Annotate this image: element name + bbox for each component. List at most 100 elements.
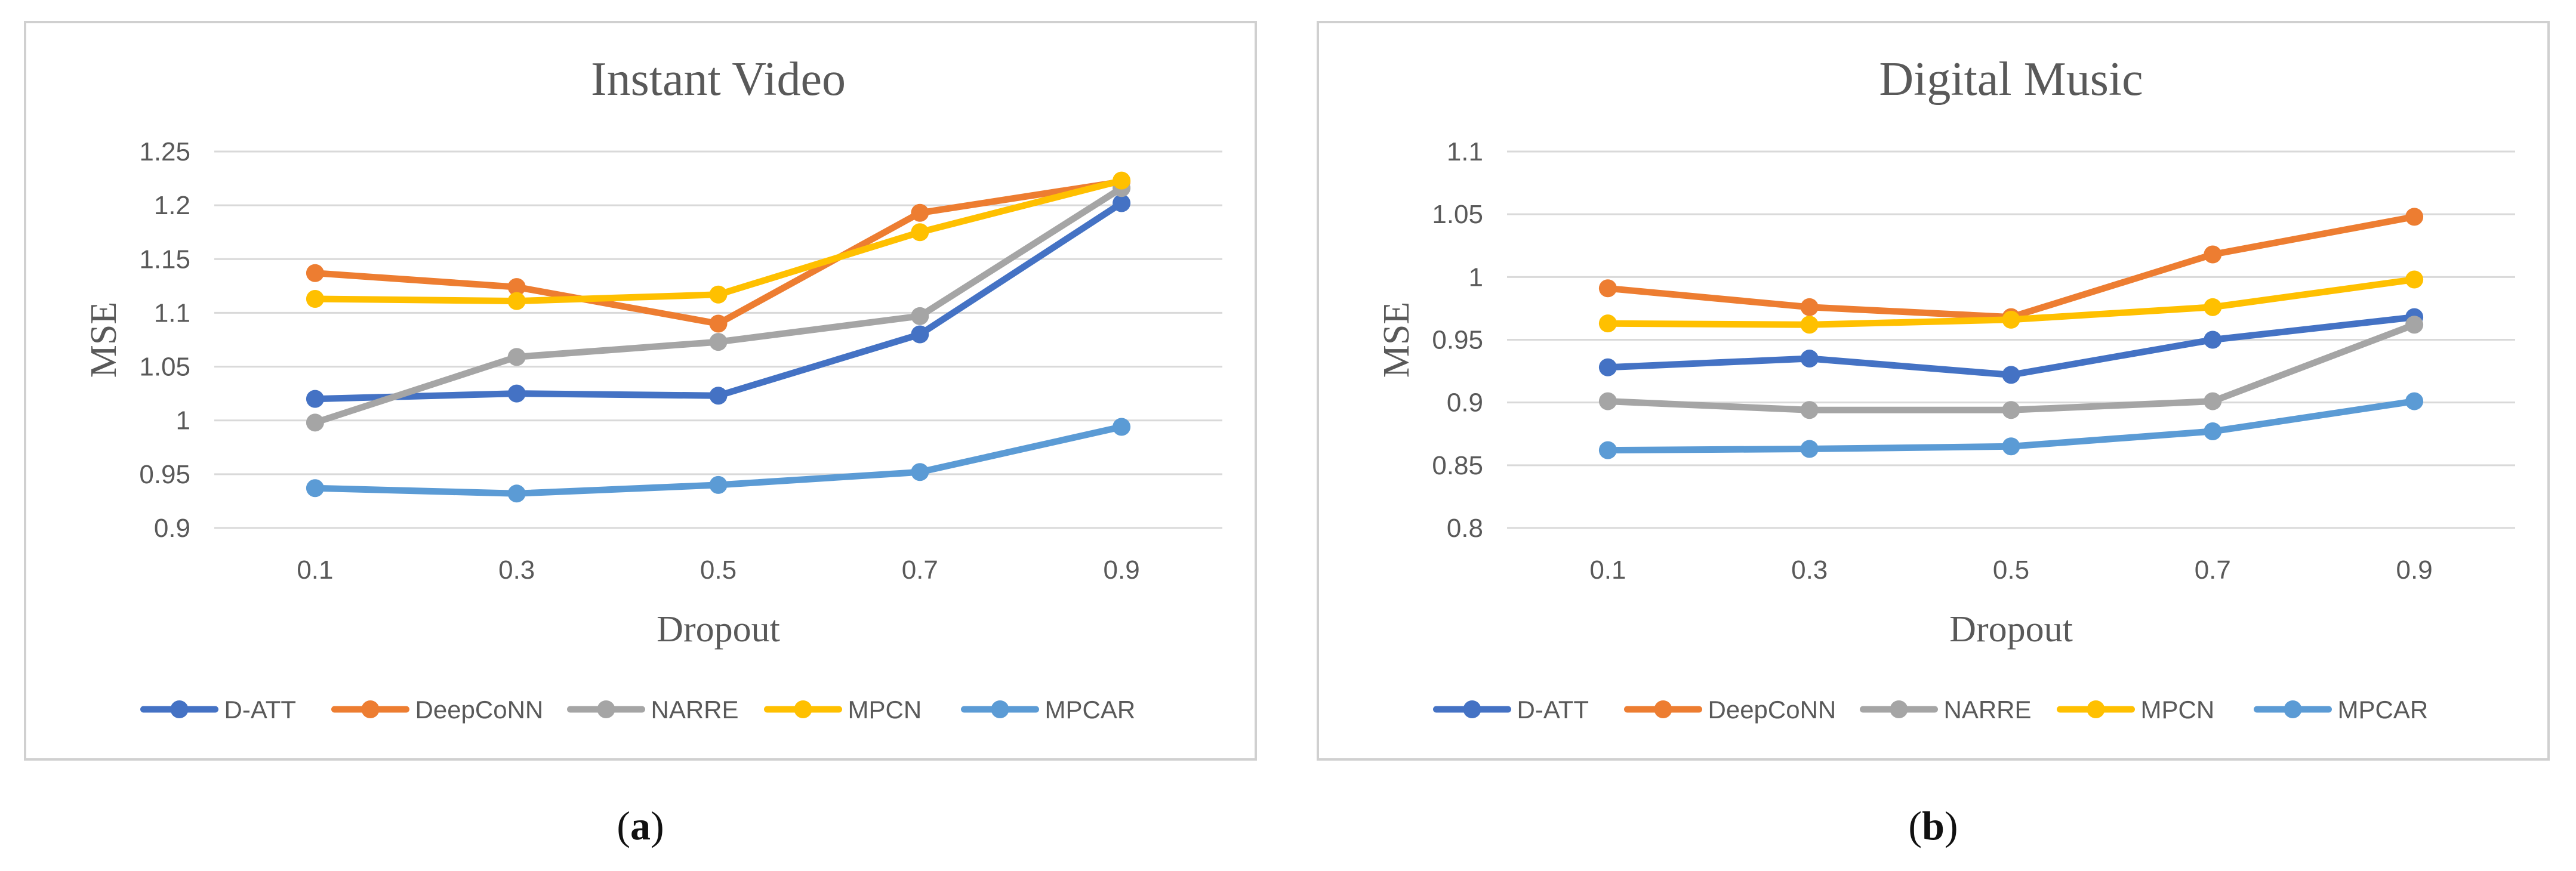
legend-swatch-marker-deepconn (361, 700, 380, 718)
data-point-d-att-0-9 (1113, 194, 1131, 212)
data-point-deepconn-0-5 (709, 314, 728, 333)
x-tick-label-0-5: 0.5 (1993, 555, 2029, 585)
y-tick-label-1-05: 1.05 (139, 353, 190, 382)
data-point-mpcn-0-9 (1113, 171, 1131, 190)
data-point-d-att-0-1 (1598, 358, 1617, 376)
data-point-d-att-0-1 (306, 390, 324, 408)
data-point-mpcar-0-3 (507, 484, 526, 503)
y-tick-label-1-25: 1.25 (139, 137, 190, 166)
y-tick-label-1: 1 (1469, 262, 1483, 292)
legend-swatch-marker-narre (597, 700, 615, 718)
legend-label-d-att: D-ATT (224, 696, 297, 724)
chart-panel-instant-video: Instant Video 0.9 0.95 1 1.05 1.1 1.15 1.2 1.25 0… (24, 21, 1257, 761)
legend-swatch-marker-d-att (1463, 700, 1481, 718)
x-tick-label-0-1: 0.1 (1589, 555, 1626, 585)
legend-label-deepconn: DeepCoNN (1708, 696, 1837, 724)
x-tick-label-0-5: 0.5 (700, 555, 737, 585)
y-tick-label-0-9: 0.9 (1447, 388, 1483, 418)
data-point-mpcar-0-7 (2204, 422, 2222, 441)
data-point-narre-0-9 (2405, 316, 2424, 334)
y-axis-label: MSE (1376, 302, 1417, 378)
legend-label-mpcn: MPCN (2141, 696, 2215, 724)
data-point-narre-0-7 (2204, 392, 2222, 410)
y-tick-label-1-2: 1.2 (154, 191, 190, 220)
data-point-mpcar-0-1 (1598, 441, 1617, 459)
caption-b: (b) (1908, 803, 1958, 848)
x-tick-label-0-9: 0.9 (2396, 555, 2433, 585)
legend-label-narre: NARRE (651, 696, 739, 724)
data-point-mpcn-0-5 (709, 285, 728, 304)
data-point-mpcar-0-9 (2405, 392, 2424, 410)
chart-title: Digital Music (1879, 53, 2143, 106)
data-point-mpcn-0-1 (1598, 314, 1617, 333)
data-point-narre-0-7 (911, 307, 929, 325)
data-point-d-att-0-7 (2204, 331, 2222, 349)
data-point-mpcar-0-9 (1113, 418, 1131, 436)
chart-svg-digital-music: Digital Music 0.8 0.85 0.9 0.95 1 1.05 1.1 0.1 0.… (1376, 53, 2515, 724)
data-point-narre-0-5 (2002, 401, 2020, 419)
data-point-mpcn-0-7 (2204, 298, 2222, 316)
data-point-mpcar-0-5 (2002, 437, 2020, 456)
legend-swatch-marker-d-att (170, 700, 189, 718)
y-tick-label-1: 1 (176, 406, 190, 436)
data-point-d-att-0-3 (1800, 350, 1819, 368)
data-point-mpcar-0-5 (709, 475, 728, 494)
data-point-deepconn-0-3 (1800, 298, 1819, 316)
legend-label-deepconn: DeepCoNN (415, 696, 544, 724)
caption-b-letter: b (1922, 803, 1945, 848)
legend-swatch-marker-mpcn (2087, 700, 2105, 718)
y-tick-label-0-95: 0.95 (1432, 326, 1483, 355)
data-point-narre-0-1 (306, 413, 324, 432)
chart-panel-digital-music: Digital Music 0.8 0.85 0.9 0.95 1 1.05 1.1 0.1 0.… (1317, 21, 2550, 761)
legend-label-mpcar: MPCAR (2338, 696, 2429, 724)
y-tick-label-1-1: 1.1 (154, 298, 190, 328)
y-tick-label-1-15: 1.15 (139, 245, 190, 274)
data-point-narre-0-3 (507, 348, 526, 366)
data-point-mpcn-0-5 (2002, 310, 2020, 329)
legend-swatch-marker-narre (1890, 700, 1908, 718)
data-point-narre-0-3 (1800, 401, 1819, 419)
legend-label-mpcar: MPCAR (1045, 696, 1136, 724)
data-point-mpcn-0-3 (507, 292, 526, 310)
y-tick-label-0-95: 0.95 (139, 460, 190, 489)
data-point-d-att-0-5 (2002, 366, 2020, 384)
x-tick-label-0-3: 0.3 (498, 555, 535, 585)
data-point-mpcn-0-3 (1800, 316, 1819, 334)
data-point-deepconn-0-1 (1598, 279, 1617, 298)
data-point-narre-0-1 (1598, 392, 1617, 410)
legend-swatch-marker-mpcar (991, 700, 1009, 718)
data-point-mpcn-0-9 (2405, 270, 2424, 289)
legend-label-narre: NARRE (1944, 696, 2032, 724)
y-tick-label-0-9: 0.9 (154, 514, 190, 543)
legend-swatch-marker-deepconn (1654, 700, 1672, 718)
data-point-mpcn-0-1 (306, 289, 324, 308)
caption-a: (a) (617, 803, 664, 848)
x-tick-label-0-1: 0.1 (297, 555, 333, 585)
data-point-narre-0-5 (709, 333, 728, 351)
y-tick-label-1-1: 1.1 (1447, 137, 1483, 166)
data-point-deepconn-0-7 (2204, 245, 2222, 264)
y-axis-label: MSE (84, 302, 124, 378)
data-point-deepconn-0-3 (507, 278, 526, 296)
chart-title: Instant Video (591, 53, 846, 106)
data-point-mpcar-0-1 (306, 479, 324, 498)
chart-svg-instant-video: Instant Video 0.9 0.95 1 1.05 1.1 1.15 1.2 1.25 0… (84, 53, 1222, 724)
data-point-mpcn-0-7 (911, 223, 929, 242)
caption-a-letter: a (630, 803, 651, 848)
series-line-deepconn (1604, 213, 2418, 321)
data-point-d-att-0-5 (709, 387, 728, 405)
y-tick-label-0-85: 0.85 (1432, 451, 1483, 480)
data-point-deepconn-0-7 (911, 203, 929, 222)
y-tick-label-0-8: 0.8 (1447, 514, 1483, 543)
data-point-deepconn-0-1 (306, 264, 324, 282)
x-tick-label-0-9: 0.9 (1104, 555, 1140, 585)
legend-label-mpcn: MPCN (848, 696, 922, 724)
data-point-mpcar-0-3 (1800, 440, 1819, 458)
data-point-mpcar-0-7 (911, 463, 929, 481)
data-point-d-att-0-3 (507, 384, 526, 403)
x-tick-label-0-3: 0.3 (1791, 555, 1828, 585)
data-point-deepconn-0-9 (2405, 208, 2424, 226)
x-axis-label: Dropout (657, 609, 780, 650)
y-tick-label-1-05: 1.05 (1432, 200, 1483, 229)
legend-swatch-marker-mpcn (794, 700, 812, 718)
